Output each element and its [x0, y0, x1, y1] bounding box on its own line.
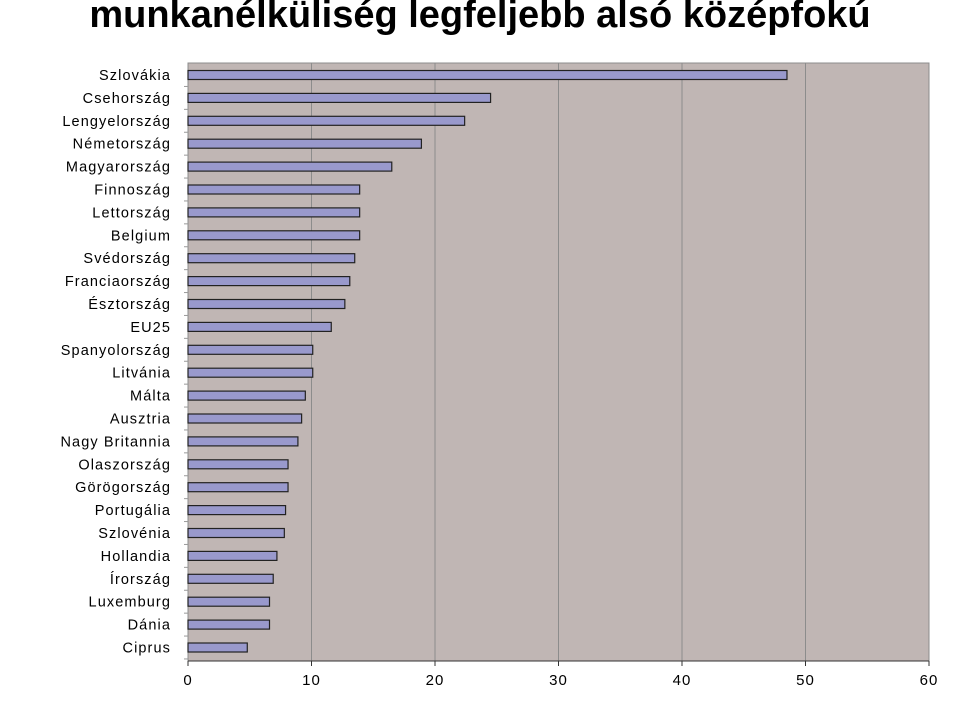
bar [187, 184, 361, 195]
bars [187, 69, 788, 653]
x-tick-label: 20 [426, 672, 445, 689]
bar [187, 390, 306, 401]
bar [187, 596, 271, 607]
category-label: Nagy Britannia [60, 434, 171, 450]
category-label: Ciprus [123, 641, 172, 657]
category-label: Franciaország [65, 274, 171, 290]
bar [187, 276, 351, 287]
category-label: Írország [110, 571, 171, 588]
category-label: Lengyelország [62, 114, 171, 130]
x-tick-label: 60 [920, 672, 939, 689]
x-tick-label: 50 [796, 672, 815, 689]
bar [187, 92, 492, 104]
category-label: Málta [130, 389, 171, 405]
category-label: Belgium [111, 228, 171, 244]
bar [187, 436, 299, 447]
category-label: Spanyolország [61, 343, 171, 359]
bar [187, 367, 314, 378]
category-label: Luxemburg [89, 595, 171, 611]
bar [187, 298, 346, 310]
category-labels: Szlovákia Csehország Lengyelország Németors… [60, 68, 188, 660]
bar [187, 573, 274, 584]
category-label: Magyarország [66, 160, 171, 176]
x-axis-ticks: 0 10 20 30 40 50 60 [183, 660, 939, 689]
category-label: Litvánia [112, 366, 171, 382]
x-tick-label: 0 [183, 672, 192, 689]
category-label: Szlovákia [99, 68, 171, 84]
category-label: Görögország [75, 480, 171, 496]
x-tick-label: 10 [302, 672, 321, 689]
bar [187, 161, 393, 172]
category-label: Portugália [95, 503, 171, 519]
category-label: Dánia [128, 618, 171, 634]
bar [187, 344, 314, 355]
bar [187, 619, 271, 630]
category-label: Svédország [83, 251, 171, 267]
category-label: Németország [73, 137, 171, 153]
gridlines [311, 63, 806, 661]
category-label: Olaszország [78, 457, 171, 473]
x-tick-label: 30 [549, 672, 568, 689]
bar [187, 482, 289, 493]
chart-title: munkanélküliség legfeljebb alsó középfok… [89, 0, 871, 36]
bar [187, 207, 361, 218]
bar [187, 321, 332, 332]
category-label: Észtország [88, 296, 171, 313]
bar [187, 527, 285, 539]
category-label: Szlovénia [98, 526, 171, 542]
category-label: Lettország [92, 205, 171, 221]
bar [187, 253, 356, 264]
category-label: Finnoszág [94, 183, 171, 199]
bar [187, 115, 466, 126]
bar [187, 230, 361, 241]
bar [187, 459, 289, 470]
category-label: EU25 [130, 320, 171, 336]
bar [187, 550, 278, 562]
bar [187, 138, 423, 149]
category-label: Ausztria [110, 412, 171, 428]
category-label: Hollandia [101, 549, 171, 565]
x-tick-label: 40 [673, 672, 692, 689]
bar [187, 69, 788, 81]
bar [187, 413, 303, 424]
bar [187, 642, 248, 653]
bar [187, 505, 287, 516]
category-label: Csehország [83, 91, 171, 107]
